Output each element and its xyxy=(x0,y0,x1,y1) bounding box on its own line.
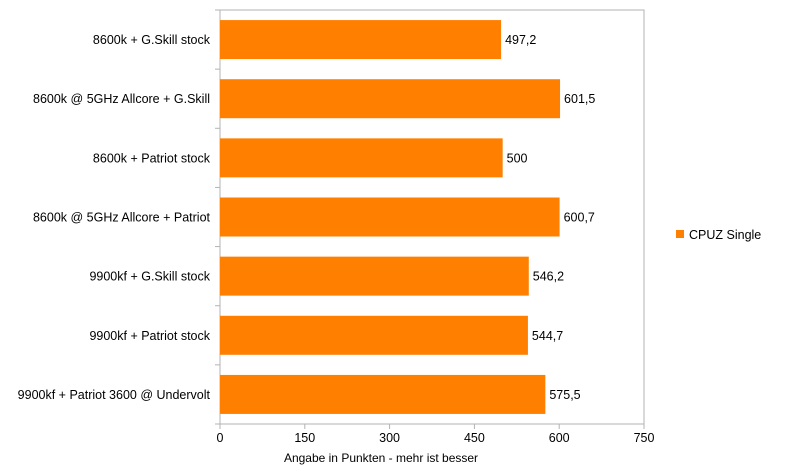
data-label: 546,2 xyxy=(533,270,564,284)
category-label: 8600k @ 5GHz Allcore + G.Skill xyxy=(33,92,210,106)
bar xyxy=(220,256,529,296)
x-axis-title: Angabe in Punkten - mehr ist besser xyxy=(284,451,478,465)
legend-swatch xyxy=(676,230,684,238)
category-label: 8600k @ 5GHz Allcore + Patriot xyxy=(33,211,211,225)
category-labels: 8600k + G.Skill stock 8600k @ 5GHz Allcor… xyxy=(18,33,211,402)
bar xyxy=(220,20,502,60)
bar xyxy=(220,374,546,414)
data-label: 500 xyxy=(507,151,528,165)
bar xyxy=(220,79,561,119)
x-tick-label: 150 xyxy=(294,431,315,445)
value-labels: 497,2 601,5 500 600,7 546,2 544,7 575,5 xyxy=(505,33,595,402)
bar xyxy=(220,315,528,355)
data-label: 575,5 xyxy=(549,388,580,402)
category-label: 9900kf + G.Skill stock xyxy=(89,270,210,284)
data-label: 600,7 xyxy=(564,211,595,225)
x-tick-label: 600 xyxy=(549,431,570,445)
category-label: 8600k + G.Skill stock xyxy=(93,33,211,47)
bars-group xyxy=(220,20,561,414)
legend: CPUZ Single xyxy=(676,228,761,242)
data-label: 497,2 xyxy=(505,33,536,47)
legend-label: CPUZ Single xyxy=(689,228,761,242)
data-label: 601,5 xyxy=(564,92,595,106)
bar xyxy=(220,138,503,178)
category-label: 8600k + Patriot stock xyxy=(93,151,211,165)
x-tick-label: 450 xyxy=(464,431,485,445)
category-label: 9900kf + Patriot 3600 @ Undervolt xyxy=(18,388,211,402)
x-tick-label: 750 xyxy=(634,431,655,445)
bar xyxy=(220,197,560,237)
x-tick-label: 0 xyxy=(217,431,224,445)
data-label: 544,7 xyxy=(532,329,563,343)
x-tick-label: 300 xyxy=(379,431,400,445)
category-label: 9900kf + Patriot stock xyxy=(89,329,210,343)
x-axis: 0 150 300 450 600 750 xyxy=(215,9,655,445)
